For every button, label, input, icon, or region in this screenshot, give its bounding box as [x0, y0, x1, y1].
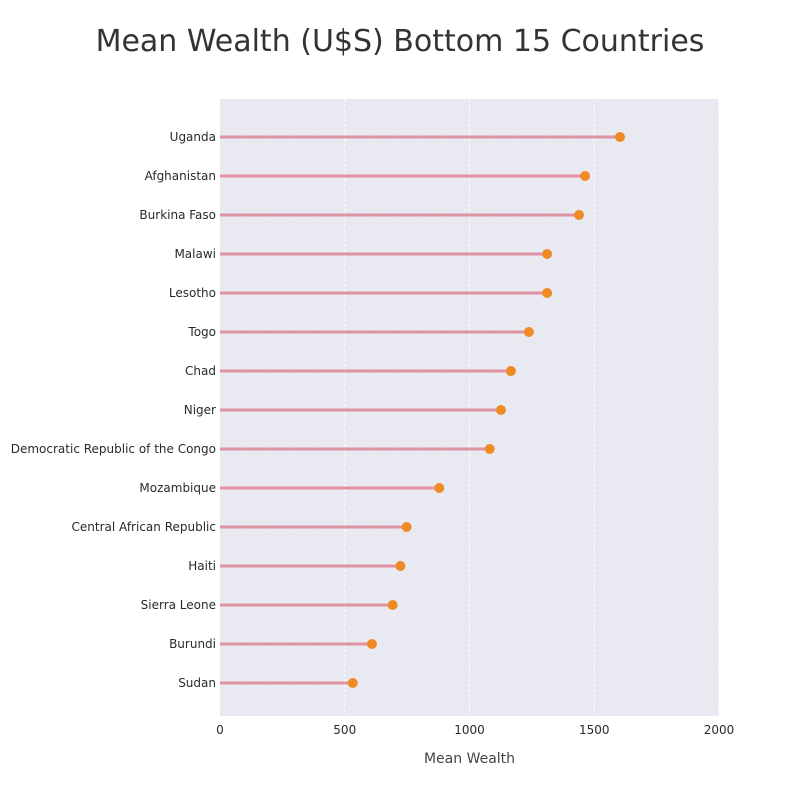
y-category-label: Central African Republic	[72, 520, 216, 534]
y-category-label: Malawi	[174, 247, 216, 261]
grid-lines	[244, 99, 720, 716]
data-marks	[220, 132, 625, 688]
lollipop-marker	[401, 522, 412, 532]
y-axis-labels: Uganda Afghanistan Burkina Faso Malawi Lesot…	[11, 130, 216, 690]
x-axis-title: Mean Wealth	[424, 751, 515, 767]
lollipop-marker	[574, 210, 585, 220]
lollipop-marker	[505, 366, 516, 376]
lollipop-marker	[395, 561, 406, 571]
y-category-label: Burundi	[169, 637, 216, 651]
lollipop-marker	[542, 249, 553, 259]
x-tick-label: 1000	[454, 723, 485, 737]
y-category-label: Sierra Leone	[141, 598, 216, 612]
lollipop-marker	[347, 678, 358, 688]
lollipop-marker	[484, 444, 495, 454]
x-tick-label: 500	[333, 723, 356, 737]
lollipop-marker	[434, 483, 445, 493]
y-category-label: Democratic Republic of the Congo	[11, 442, 216, 456]
chart-title: Mean Wealth (U$S) Bottom 15 Countries	[96, 24, 705, 59]
lollipop-marker	[542, 288, 553, 298]
x-axis-ticks: 0 500 1000 1500 2000	[216, 723, 734, 737]
lollipop-marker	[580, 171, 591, 181]
lollipop-marker	[614, 132, 625, 142]
y-category-label: Sudan	[178, 676, 216, 690]
lollipop-marker	[387, 600, 398, 610]
y-category-label: Lesotho	[169, 286, 216, 300]
x-tick-label: 0	[216, 723, 224, 737]
y-category-label: Chad	[185, 364, 216, 378]
y-category-label: Uganda	[170, 130, 216, 144]
x-tick-label: 2000	[704, 723, 735, 737]
lollipop-marker	[523, 327, 534, 337]
x-tick-label: 1500	[579, 723, 610, 737]
lollipop-marker	[495, 405, 506, 415]
y-category-label: Afghanistan	[145, 169, 216, 183]
y-category-label: Burkina Faso	[139, 208, 216, 222]
y-category-label: Togo	[187, 325, 216, 339]
y-category-label: Haiti	[188, 559, 216, 573]
y-category-label: Niger	[184, 403, 216, 417]
lollipop-marker	[366, 639, 377, 649]
y-category-label: Mozambique	[139, 481, 216, 495]
